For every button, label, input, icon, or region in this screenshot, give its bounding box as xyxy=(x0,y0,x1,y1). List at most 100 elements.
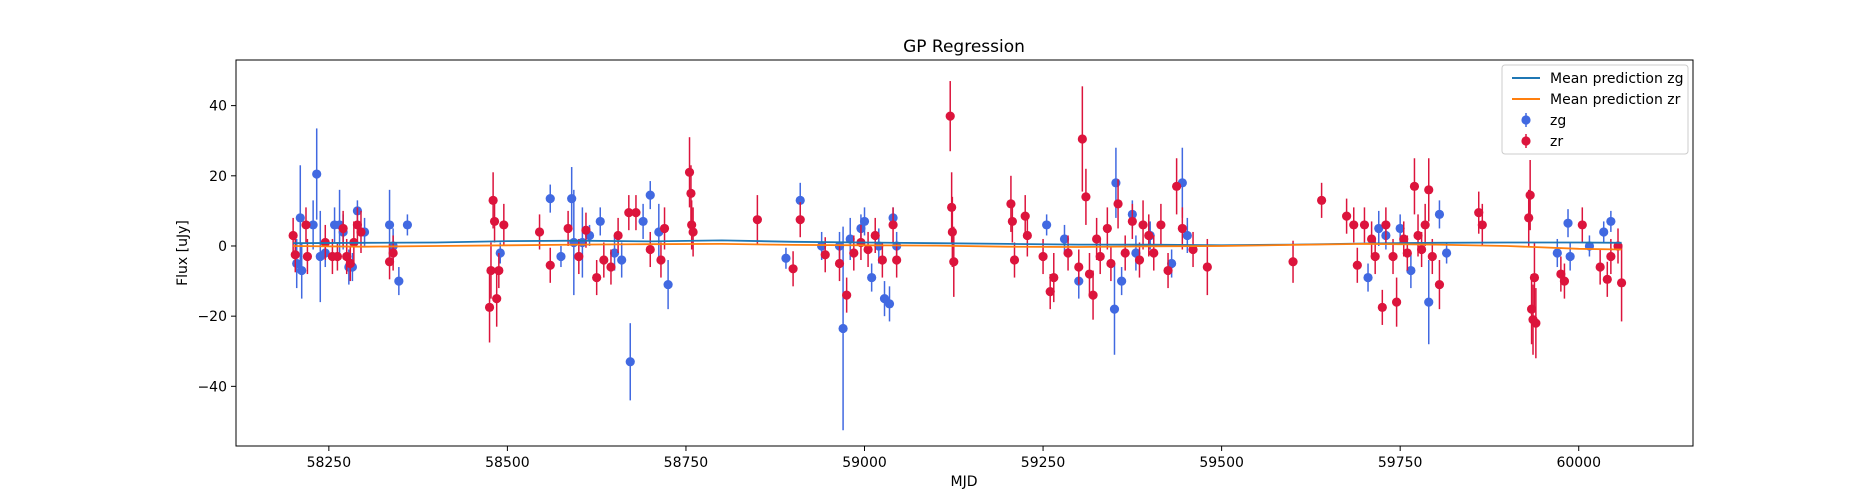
zg-data-point xyxy=(1565,251,1575,262)
zr-data-point xyxy=(1134,255,1145,265)
zr-data-point xyxy=(332,251,343,262)
zr-data-point xyxy=(877,255,887,265)
zr-data-point xyxy=(356,227,366,237)
zg-data-point xyxy=(545,194,555,204)
zr-data-point xyxy=(488,195,498,205)
zg-data-point xyxy=(569,237,579,248)
zr-data-point xyxy=(1172,181,1182,191)
zg-data-point xyxy=(638,216,648,227)
zg-data-point xyxy=(1059,234,1070,244)
legend: Mean prediction zg Mean prediction zr zg zr xyxy=(1501,64,1689,155)
zr-data-point xyxy=(659,223,670,234)
zg-data-point xyxy=(567,194,577,204)
legend-label: zr xyxy=(1550,134,1563,150)
zr-data-point xyxy=(1602,274,1612,284)
x-tick-label: 59000 xyxy=(842,455,887,471)
zg-data-point xyxy=(1109,304,1120,314)
zr-data-point xyxy=(1095,251,1105,262)
zr-data-point xyxy=(1045,287,1055,297)
zr-data-point xyxy=(302,251,313,262)
zr-data-point xyxy=(290,250,300,260)
zg-data-point xyxy=(384,220,395,230)
zg-data-point xyxy=(394,276,404,286)
zr-data-point xyxy=(1531,318,1541,328)
zr-data-point xyxy=(1606,251,1616,262)
zr-data-point xyxy=(624,208,634,218)
zr-data-point xyxy=(592,272,602,283)
y-axis-label: Flux [uJy] xyxy=(175,220,191,286)
zr-data-point xyxy=(870,230,880,241)
zr-data-point xyxy=(534,227,545,237)
zr-data-point xyxy=(1352,260,1362,270)
zr-data-point xyxy=(1202,262,1212,272)
zr-data-point xyxy=(1392,297,1402,307)
y-tick-label: 0 xyxy=(218,239,227,255)
zr-data-point xyxy=(795,215,805,225)
zr-data-point xyxy=(1377,302,1387,312)
zg-data-point xyxy=(402,220,413,230)
zg-data-point xyxy=(1363,272,1373,283)
zg-data-point xyxy=(595,216,605,227)
zr-data-point xyxy=(684,167,695,177)
y-tick-label: 20 xyxy=(209,169,227,185)
zr-data-point xyxy=(1188,244,1198,255)
zr-data-point xyxy=(1359,220,1370,230)
zg-data-point xyxy=(859,216,870,227)
zg-data-point xyxy=(781,253,791,263)
zg-data-point xyxy=(1131,248,1141,258)
legend-label: Mean prediction zr xyxy=(1550,92,1681,108)
zg-data-point xyxy=(1552,248,1562,258)
chart-title: GP Regression xyxy=(903,37,1025,57)
zr-data-point xyxy=(1424,185,1434,195)
zg-data-point xyxy=(1441,248,1452,258)
zg-data-point xyxy=(1395,223,1405,234)
zr-data-point xyxy=(834,258,845,269)
zg-data-point xyxy=(1606,216,1616,227)
zr-data-point xyxy=(1020,211,1030,221)
zr-data-point xyxy=(1092,234,1102,244)
zr-data-point xyxy=(1127,216,1137,227)
zr-data-point xyxy=(1177,223,1187,234)
zr-data-point xyxy=(945,111,955,121)
zr-data-point xyxy=(1559,276,1570,286)
zr-data-point xyxy=(1102,223,1112,234)
plot-area xyxy=(288,81,1627,431)
zg-data-point xyxy=(795,195,805,205)
x-axis-label: MJD xyxy=(951,474,978,490)
zg-data-point xyxy=(1563,218,1573,228)
zg-data-point xyxy=(884,299,895,309)
zr-data-point xyxy=(1088,290,1098,300)
zr-data-point xyxy=(1474,208,1484,218)
zr-data-point xyxy=(352,220,363,230)
zr-data-point xyxy=(1434,279,1445,290)
zr-data-point xyxy=(1049,272,1059,283)
zr-data-point xyxy=(1595,262,1605,272)
zr-data-point xyxy=(849,248,859,258)
legend-box xyxy=(1501,64,1689,155)
zr-data-point xyxy=(499,220,509,230)
zr-data-point xyxy=(599,255,609,265)
zg-data-point xyxy=(1424,297,1434,307)
zr-data-point xyxy=(688,227,698,237)
zr-data-point xyxy=(606,262,616,272)
y-tick-label: 40 xyxy=(209,99,227,115)
zr-data-point xyxy=(1156,220,1166,230)
zr-data-point xyxy=(863,244,873,255)
zr-data-point xyxy=(892,255,902,265)
zr-data-point xyxy=(1163,265,1173,276)
zr-data-point xyxy=(1416,244,1427,255)
zr-data-point xyxy=(1413,230,1423,241)
zr-data-point xyxy=(1022,230,1032,241)
zg-data-point xyxy=(297,265,307,276)
zg-data-point xyxy=(312,169,322,179)
x-tick-label: 59750 xyxy=(1378,455,1423,471)
zg-data-point xyxy=(663,279,673,290)
x-tick-label: 58750 xyxy=(664,455,709,471)
zr-data-point xyxy=(1288,257,1298,267)
zr-data-point xyxy=(388,248,398,258)
zr-data-point xyxy=(1370,251,1380,262)
zr-data-point xyxy=(574,251,584,262)
x-tick-label: 58500 xyxy=(485,455,530,471)
zr-data-point xyxy=(1120,248,1130,258)
